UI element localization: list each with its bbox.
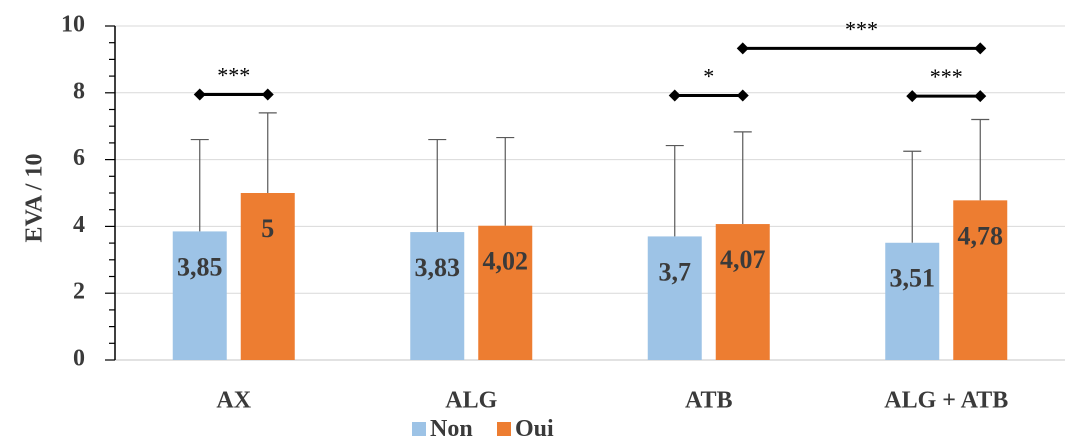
bar-oui — [240, 193, 295, 360]
y-tick-label: 4 — [73, 212, 85, 238]
x-category-label: ALG — [445, 388, 497, 414]
bar-non — [647, 236, 702, 360]
y-axis: 0 2 4 6 8 10 — [61, 12, 116, 372]
y-axis-title: EVA / 10 — [22, 154, 48, 243]
data-label: 4,07 — [720, 245, 766, 274]
data-label: 3,51 — [890, 264, 936, 293]
legend-label-non: Non — [430, 416, 473, 442]
diamond-marker — [261, 88, 274, 101]
y-tick-label: 0 — [73, 346, 85, 372]
data-label: 3,7 — [659, 257, 692, 286]
data-label: 4,02 — [483, 247, 529, 276]
significance-label: *** — [930, 64, 963, 89]
bar-oui — [478, 225, 533, 360]
significance-markers: *** ******* — [193, 16, 987, 103]
bar-non — [410, 232, 465, 360]
significance-label: *** — [217, 62, 250, 87]
significance-label: * — [703, 63, 714, 88]
data-label: 5 — [261, 214, 274, 243]
bar-oui — [953, 200, 1008, 360]
legend-swatch-non — [412, 422, 426, 436]
diamond-marker — [736, 42, 749, 55]
data-label: 3,83 — [415, 253, 461, 282]
data-label: 4,78 — [958, 221, 1004, 250]
bar-non — [172, 231, 227, 360]
diamond-marker — [974, 42, 987, 55]
significance-label: *** — [845, 16, 878, 41]
legend-swatch-oui — [497, 422, 511, 436]
diamond-marker — [193, 88, 206, 101]
data-label: 3,85 — [177, 252, 223, 281]
y-tick-label: 8 — [73, 78, 85, 104]
diamond-marker — [974, 90, 987, 103]
diamond-marker — [668, 89, 681, 102]
y-tick-label: 10 — [61, 12, 85, 38]
bar-non — [885, 242, 940, 360]
diamond-marker — [906, 90, 919, 103]
labels: 3,85 3,83 3,7 3,51 5 4,02 4,07 4,78 AX ALG ATB ALG … — [177, 214, 1008, 414]
y-tick-label: 6 — [73, 145, 85, 171]
diamond-marker — [736, 89, 749, 102]
x-category-label: ALG + ATB — [884, 388, 1008, 414]
bar-oui — [715, 224, 770, 360]
y-tick-label: 2 — [73, 279, 85, 305]
legend-label-oui: Oui — [515, 416, 554, 442]
x-category-label: AX — [216, 388, 251, 414]
x-category-label: ATB — [685, 388, 733, 414]
legend: Non Oui — [412, 416, 554, 442]
bars — [172, 112, 1008, 360]
